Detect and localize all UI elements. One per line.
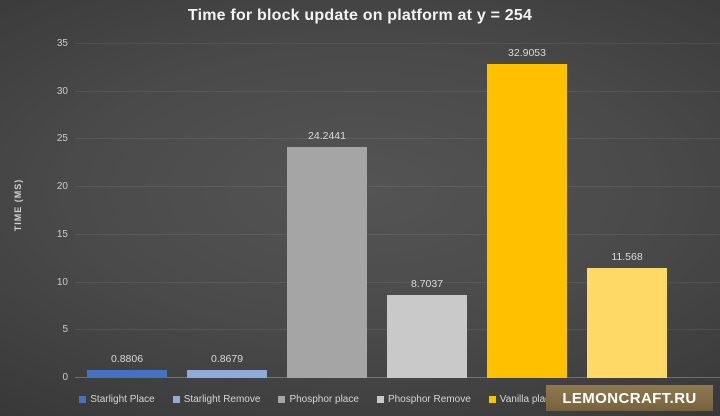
y-tick-label: 15	[56, 228, 68, 240]
y-tick-label: 30	[56, 85, 68, 97]
legend-swatch-icon	[488, 395, 496, 403]
chart-title: Time for block update on platform at y =…	[187, 7, 533, 24]
y-tick-label: 20	[56, 181, 68, 193]
y-tick-label: 10	[56, 276, 68, 288]
legend-label: Phosphor place	[289, 393, 359, 405]
plot-area: 0.8806 0.8679 24.2441 8.7037 32.9053 11.568	[75, 43, 720, 378]
gridline	[75, 281, 720, 283]
legend-swatch-icon	[278, 395, 286, 403]
bar-value-label: 11.568	[611, 250, 643, 263]
bar-value-label: 32.9053	[508, 47, 546, 59]
gridline	[75, 43, 720, 44]
legend-label: Starlight Place	[90, 393, 155, 405]
legend-swatch-icon	[376, 395, 384, 403]
legend-item-vanilla-place: Vanilla place	[488, 393, 556, 405]
legend-label: Starlight Remove	[183, 393, 261, 405]
bar-phosphor-remove: 8.7037	[387, 278, 467, 378]
bar-vanilla-place: 32.9053	[487, 47, 567, 378]
bar-phosphor-place: 24.2441	[287, 130, 367, 378]
bar-series-6: 11.568	[587, 251, 667, 378]
gridline	[75, 186, 720, 188]
legend-swatch-icon	[172, 395, 180, 403]
gridline	[75, 90, 720, 92]
y-tick-label: 5	[62, 324, 68, 336]
bar-starlight-remove: 0.8679	[187, 353, 267, 378]
legend-item-phosphor-remove: Phosphor Remove	[376, 393, 471, 405]
legend-label: Phosphor Remove	[387, 393, 471, 405]
y-tick-label: 25	[56, 133, 68, 145]
y-tick-label: 0	[62, 372, 68, 383]
bar-value-label: 8.7037	[410, 277, 444, 290]
legend-item-starlight-remove: Starlight Remove	[172, 393, 261, 405]
gridline	[75, 138, 720, 140]
bar-value-label: 24.2441	[308, 129, 346, 142]
y-tick-label: 35	[56, 38, 68, 49]
y-axis-tick-labels: 0 5 10 15 20 25 30 35	[36, 38, 68, 383]
legend-swatch-icon	[79, 395, 87, 403]
gridline	[75, 233, 720, 235]
y-axis-title: TIME (MS)	[13, 178, 23, 232]
legend-label: Vanilla place	[499, 393, 556, 405]
legend-item-phosphor-place: Phosphor place	[278, 394, 359, 405]
bar-starlight-place: 0.8806	[87, 353, 167, 378]
watermark-lemoncraft: LEMONCRAFT.RU	[546, 385, 713, 411]
bar-value-label: 0.8806	[110, 352, 144, 365]
legend-item-starlight-place: Starlight Place	[79, 393, 155, 405]
bar-value-label: 0.8679	[210, 352, 244, 365]
